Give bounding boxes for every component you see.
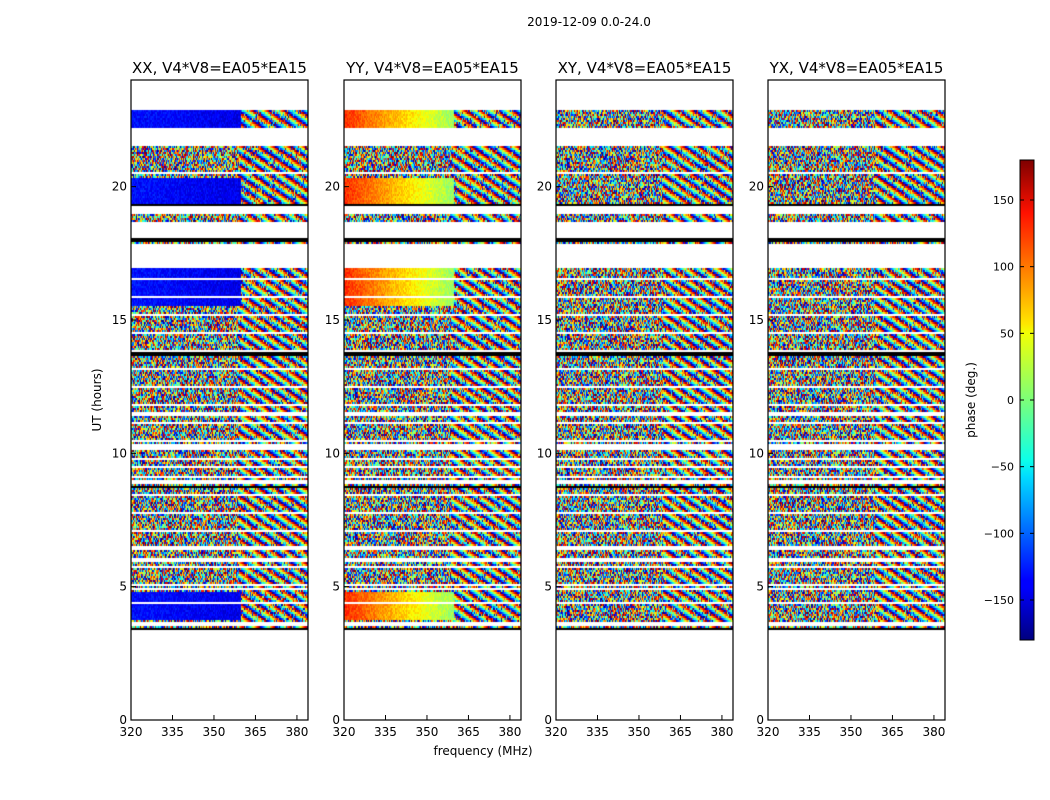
y-tick-label: 0 [119, 713, 127, 727]
x-tick-label: 320 [545, 725, 568, 739]
x-tick-label: 320 [120, 725, 143, 739]
y-tick-label: 20 [112, 180, 127, 194]
x-axis-label: frequency (MHz) [433, 744, 532, 758]
x-tick-label: 365 [881, 725, 904, 739]
y-tick-label: 15 [112, 313, 127, 327]
panel-3-heatmap [556, 80, 733, 720]
y-axis-label: UT (hours) [90, 368, 104, 431]
panel-1-title: XX, V4*V8=EA05*EA15 [132, 59, 307, 77]
colorbar-tick-label: 0 [1007, 394, 1014, 407]
y-tick-label: 20 [749, 180, 764, 194]
panel-4-title: YX, V4*V8=EA05*EA15 [769, 59, 944, 77]
panel-1: XX, V4*V8=EA05*EA15 320 335 350 365 380 0 5 10 15… [112, 59, 309, 739]
panel-2-heatmap [344, 80, 521, 720]
x-tick-label: 320 [757, 725, 780, 739]
y-tick-label: 5 [332, 580, 340, 594]
x-tick-label: 335 [374, 725, 397, 739]
colorbar-tick-label: 100 [993, 261, 1014, 274]
y-tick-label: 20 [537, 180, 552, 194]
panels: XX, V4*V8=EA05*EA15 320 335 350 365 380 0 5 10 15… [112, 59, 946, 739]
x-tick-label: 350 [203, 725, 226, 739]
y-tick-label: 10 [537, 446, 552, 460]
y-tick-label: 0 [544, 713, 552, 727]
y-tick-label: 10 [325, 446, 340, 460]
colorbar-tick-label: −100 [984, 527, 1014, 540]
panel-1-heatmap [131, 80, 308, 720]
figure-title: 2019-12-09 0.0-24.0 [527, 15, 651, 29]
panel-4: YX, V4*V8=EA05*EA15 320 335 350 365 380 0 5 10 15… [749, 59, 946, 739]
colorbar-tick-label: −150 [984, 594, 1014, 607]
colorbar-ticks: 150 100 50 0 −50 −100 −150 [984, 194, 1034, 607]
x-tick-label: 380 [710, 725, 733, 739]
x-tick-label: 380 [498, 725, 521, 739]
x-tick-label: 350 [840, 725, 863, 739]
x-tick-label: 335 [798, 725, 821, 739]
x-tick-label: 350 [416, 725, 439, 739]
y-tick-label: 0 [332, 713, 340, 727]
panel-3: XY, V4*V8=EA05*EA15 320 335 350 365 380 0 5 10 15… [537, 59, 734, 739]
x-tick-label: 380 [285, 725, 308, 739]
panel-2-frame [343, 79, 522, 721]
x-tick-label: 365 [244, 725, 267, 739]
panel-4-heatmap [768, 80, 945, 720]
panel-1-frame [130, 79, 309, 721]
panel-3-frame [555, 79, 734, 721]
panel-2-title: YY, V4*V8=EA05*EA15 [345, 59, 519, 77]
x-tick-label: 365 [457, 725, 480, 739]
y-tick-label: 20 [325, 180, 340, 194]
colorbar-tick-label: −50 [991, 461, 1014, 474]
panel-3-title: XY, V4*V8=EA05*EA15 [558, 59, 732, 77]
y-tick-label: 5 [756, 580, 764, 594]
y-tick-label: 5 [119, 580, 127, 594]
y-tick-label: 15 [749, 313, 764, 327]
colorbar-label: phase (deg.) [964, 362, 978, 438]
y-tick-label: 15 [537, 313, 552, 327]
y-tick-label: 5 [544, 580, 552, 594]
y-tick-label: 10 [112, 446, 127, 460]
x-tick-label: 365 [669, 725, 692, 739]
panel-2: YY, V4*V8=EA05*EA15 320 335 350 365 380 0 5 10 15… [325, 59, 522, 739]
panel-4-frame [767, 79, 946, 721]
x-tick-label: 335 [161, 725, 184, 739]
colorbar-tick-label: 50 [1000, 327, 1014, 340]
x-tick-label: 350 [628, 725, 651, 739]
x-tick-label: 320 [333, 725, 356, 739]
y-tick-label: 0 [756, 713, 764, 727]
x-tick-label: 380 [922, 725, 945, 739]
colorbar-tick-label: 150 [993, 194, 1014, 207]
y-tick-label: 15 [325, 313, 340, 327]
y-tick-label: 10 [749, 446, 764, 460]
colorbar: 150 100 50 0 −50 −100 −150 phase (deg.) [964, 159, 1035, 641]
x-tick-label: 335 [586, 725, 609, 739]
